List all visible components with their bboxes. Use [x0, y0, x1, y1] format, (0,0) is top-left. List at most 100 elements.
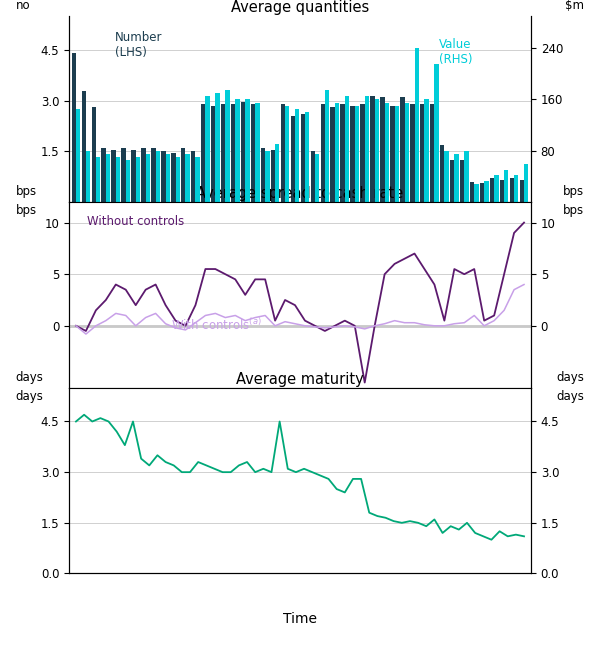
Bar: [235, 100, 239, 202]
Bar: [121, 148, 126, 202]
Bar: [361, 104, 365, 202]
Bar: [524, 163, 529, 202]
Bar: [370, 95, 374, 202]
Text: no: no: [16, 0, 31, 12]
Text: Number
(LHS): Number (LHS): [115, 31, 163, 59]
Bar: [311, 151, 315, 202]
Bar: [295, 109, 299, 202]
Bar: [226, 90, 230, 202]
Bar: [420, 104, 424, 202]
Bar: [166, 154, 170, 202]
Bar: [126, 160, 130, 202]
Bar: [231, 104, 235, 202]
Bar: [146, 154, 150, 202]
Bar: [325, 90, 329, 202]
Bar: [355, 106, 359, 202]
Bar: [470, 181, 474, 202]
Bar: [281, 104, 285, 202]
Bar: [380, 97, 385, 202]
Bar: [265, 151, 269, 202]
X-axis label: Time: Time: [283, 612, 317, 627]
Title: Average quantities: Average quantities: [231, 0, 369, 15]
Bar: [434, 64, 439, 202]
Bar: [494, 175, 499, 202]
Text: days: days: [556, 371, 584, 384]
Bar: [350, 106, 355, 202]
Bar: [490, 178, 494, 202]
Bar: [424, 100, 429, 202]
Bar: [374, 100, 379, 202]
Bar: [176, 157, 180, 202]
Bar: [320, 104, 325, 202]
Bar: [395, 106, 399, 202]
Bar: [480, 183, 484, 202]
Text: Value
(RHS): Value (RHS): [439, 38, 472, 67]
Bar: [76, 109, 80, 202]
Bar: [504, 170, 508, 202]
Bar: [131, 150, 136, 202]
Bar: [454, 154, 459, 202]
Bar: [520, 180, 524, 202]
Bar: [415, 48, 419, 202]
Bar: [141, 148, 146, 202]
Bar: [340, 104, 345, 202]
Bar: [255, 102, 260, 202]
Bar: [290, 116, 295, 202]
Bar: [96, 157, 100, 202]
Text: Without controls: Without controls: [88, 215, 185, 228]
Bar: [410, 104, 415, 202]
Bar: [305, 112, 310, 202]
Text: days: days: [16, 371, 44, 384]
Bar: [245, 100, 250, 202]
Title: Average spread to cash rate: Average spread to cash rate: [196, 186, 404, 201]
Bar: [116, 157, 120, 202]
Bar: [215, 93, 220, 202]
Text: bps: bps: [563, 204, 584, 217]
Bar: [400, 97, 404, 202]
Bar: [205, 97, 210, 202]
Bar: [241, 102, 245, 202]
Bar: [460, 160, 464, 202]
Bar: [275, 145, 280, 202]
Bar: [92, 108, 96, 202]
Bar: [514, 175, 518, 202]
Bar: [71, 53, 76, 202]
Bar: [191, 151, 196, 202]
Bar: [445, 151, 449, 202]
Bar: [185, 154, 190, 202]
Bar: [285, 106, 289, 202]
Text: bps: bps: [16, 185, 37, 198]
Bar: [86, 151, 91, 202]
Text: bps: bps: [16, 204, 37, 217]
Text: $m: $m: [565, 0, 584, 12]
Text: days: days: [16, 389, 44, 402]
Bar: [315, 154, 319, 202]
Bar: [211, 106, 215, 202]
Bar: [82, 91, 86, 202]
Bar: [101, 148, 106, 202]
Bar: [221, 104, 226, 202]
Bar: [430, 104, 434, 202]
Bar: [509, 178, 514, 202]
Bar: [196, 157, 200, 202]
Bar: [201, 104, 205, 202]
Bar: [345, 97, 349, 202]
Bar: [271, 150, 275, 202]
Bar: [464, 151, 469, 202]
Bar: [301, 114, 305, 202]
Bar: [171, 153, 176, 202]
Bar: [385, 102, 389, 202]
Bar: [440, 145, 445, 202]
Bar: [404, 102, 409, 202]
Bar: [251, 104, 255, 202]
Bar: [181, 148, 185, 202]
Bar: [390, 106, 395, 202]
Bar: [161, 151, 166, 202]
Bar: [450, 160, 454, 202]
Bar: [365, 97, 369, 202]
Bar: [112, 150, 116, 202]
Text: With controls$^{(a)}$: With controls$^{(a)}$: [170, 317, 262, 333]
Bar: [151, 148, 155, 202]
Bar: [484, 181, 488, 202]
Bar: [500, 180, 504, 202]
